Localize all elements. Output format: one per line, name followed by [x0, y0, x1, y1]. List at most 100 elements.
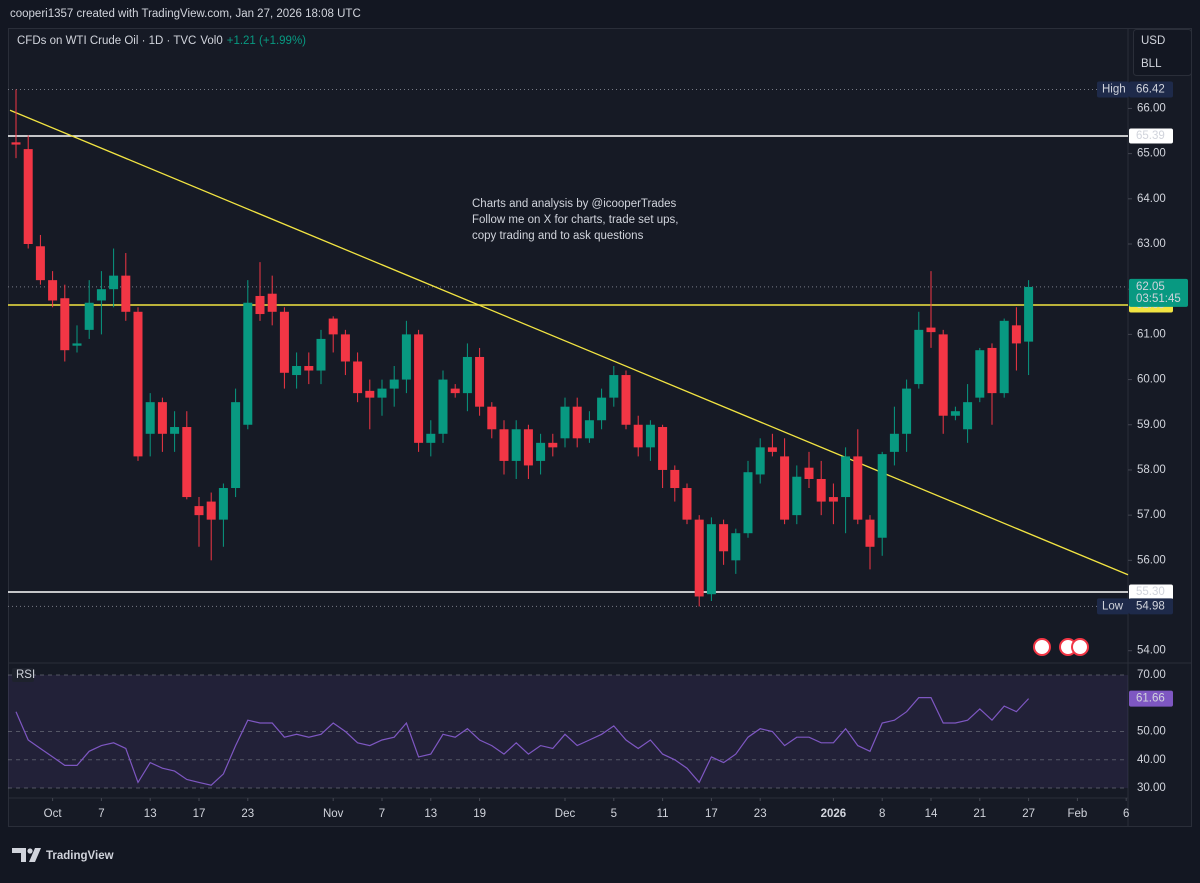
candle-body	[487, 406, 497, 430]
candle-body	[1011, 325, 1021, 344]
x-tick-label: Feb	[1067, 808, 1087, 820]
candle-body	[609, 375, 619, 398]
event-icons	[1033, 638, 1089, 656]
x-tick-label: 23	[754, 808, 767, 820]
candle-body	[511, 429, 521, 461]
candle-body	[548, 442, 558, 448]
candle-body	[48, 280, 58, 301]
x-tick-label: 19	[473, 808, 486, 820]
x-tick-label: Oct	[44, 808, 63, 820]
candle-body	[11, 142, 21, 145]
candle-body	[767, 447, 777, 452]
annotation: copy trading and to ask questions	[472, 230, 644, 242]
x-tick-label: 21	[973, 808, 986, 820]
hilo-value: 54.98	[1136, 600, 1165, 612]
candle-body	[328, 318, 338, 335]
candle-body	[792, 476, 802, 516]
rsi-tick-label: 50.00	[1137, 726, 1166, 738]
last-price: 62.05	[1136, 281, 1165, 293]
brand-logo-dot	[27, 848, 33, 854]
candle-body	[914, 329, 924, 385]
brand-logo	[12, 848, 41, 862]
candle-body	[438, 379, 448, 434]
annotation: Follow me on X for charts, trade set ups…	[472, 214, 678, 226]
candle-body	[340, 334, 350, 362]
x-tick-label: Dec	[555, 808, 576, 820]
candle-body	[60, 298, 70, 351]
candle-body	[377, 388, 387, 398]
y-tick-label: 60.00	[1137, 374, 1166, 386]
candle-body	[841, 456, 851, 498]
brand: TradingView	[12, 848, 114, 862]
hilo-label: High	[1102, 83, 1126, 95]
candle-body	[719, 524, 729, 552]
candle-body	[231, 402, 241, 489]
unit-button[interactable]: BLL	[1141, 58, 1162, 70]
x-tick-label: 11	[657, 808, 669, 820]
y-tick-label: 64.00	[1137, 193, 1166, 205]
y-tick-label: 63.00	[1137, 238, 1166, 250]
candle-body	[633, 424, 643, 448]
candle-body	[499, 429, 509, 461]
x-tick-label: 7	[379, 808, 385, 820]
level-label: 65.39	[1136, 130, 1165, 142]
candle-body	[255, 295, 265, 315]
candle-body	[157, 402, 167, 434]
y-tick-label: 66.00	[1137, 102, 1166, 114]
hilo-label-box	[1097, 81, 1129, 98]
candle-body	[365, 390, 375, 398]
candle-body	[706, 524, 716, 595]
candle-body	[889, 433, 899, 452]
candle-body	[292, 366, 302, 376]
candle-body	[645, 424, 655, 448]
level-label-box	[1129, 584, 1173, 600]
currency-button[interactable]: USD	[1141, 35, 1165, 47]
candle-body	[109, 275, 119, 290]
brand-name: TradingView	[46, 850, 114, 862]
candle-body	[853, 456, 863, 520]
candle-body	[950, 411, 960, 416]
candle-body	[621, 375, 631, 425]
x-tick-label: 7	[98, 808, 104, 820]
x-tick-label: 13	[424, 808, 437, 820]
x-tick-label: 14	[925, 808, 938, 820]
candle-body	[828, 497, 838, 502]
event-icon	[1071, 638, 1089, 656]
candle-body	[170, 427, 180, 434]
trendline	[9, 109, 1129, 576]
x-tick-label: 13	[144, 808, 157, 820]
candle-body	[560, 406, 570, 439]
candle-body	[536, 442, 546, 461]
hilo-value-box	[1129, 598, 1173, 615]
candle-body	[877, 454, 887, 538]
y-tick-label: 54.00	[1137, 645, 1166, 657]
y-tick-label: 56.00	[1137, 554, 1166, 566]
x-tick-label: 17	[705, 808, 718, 820]
candle-body	[194, 506, 204, 516]
currency-box[interactable]	[1133, 29, 1192, 76]
x-tick-label: Nov	[323, 808, 344, 820]
candle-body	[1024, 286, 1034, 342]
candle-body	[658, 427, 668, 470]
rsi-label-box	[12, 668, 34, 682]
candle-body	[267, 293, 277, 312]
candle-body	[426, 433, 436, 443]
candle-body	[670, 469, 680, 489]
candle-body	[865, 519, 875, 547]
level-label: 55.30	[1136, 586, 1165, 598]
x-tick-label: 8	[879, 808, 885, 820]
candle-body	[84, 302, 94, 330]
candle-body	[926, 327, 936, 333]
candle-body	[999, 320, 1009, 394]
candle-body	[353, 361, 363, 394]
volume: Vol0	[200, 35, 222, 47]
y-tick-label: 57.00	[1137, 509, 1166, 521]
credit: cooperi1357 created with TradingView.com…	[10, 8, 361, 20]
candle-body	[523, 429, 533, 466]
candle-body	[938, 334, 948, 416]
hilo-value: 66.42	[1136, 83, 1165, 95]
x-tick-label: 23	[241, 808, 254, 820]
candle-body	[218, 488, 228, 520]
